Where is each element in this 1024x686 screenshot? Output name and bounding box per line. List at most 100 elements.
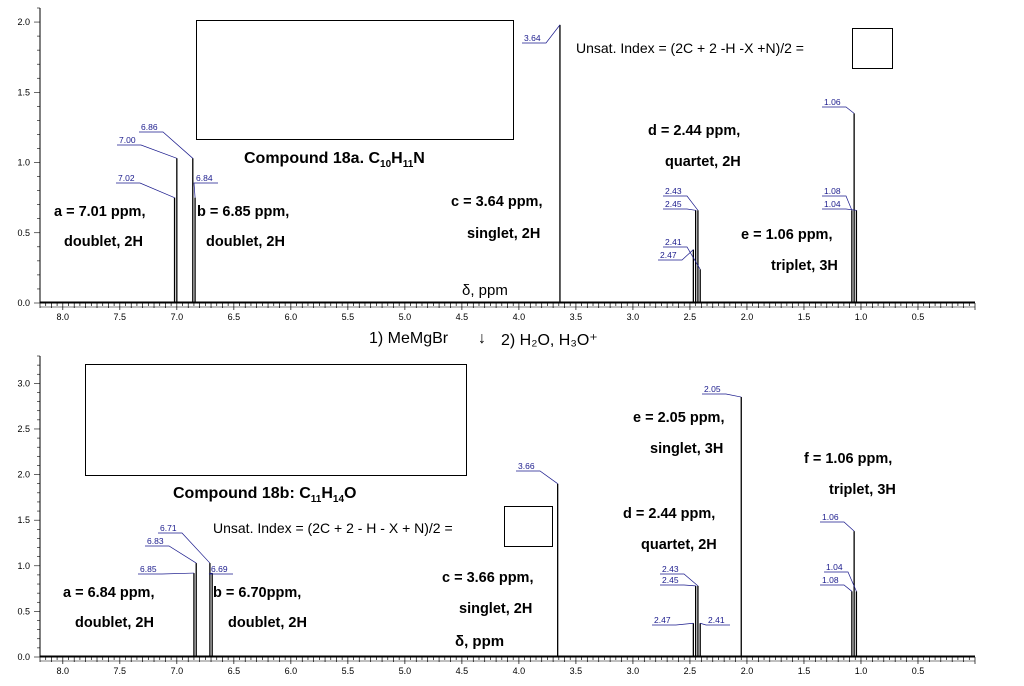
bottom-peak-leader <box>138 572 194 575</box>
bottom-y-tick-label: 2.5 <box>17 424 30 434</box>
bottom-x-tick-label: 7.0 <box>171 666 184 676</box>
top-y-tick-label: 1.5 <box>17 87 30 97</box>
bottom-peak-label-2.05: 2.05 <box>704 384 721 394</box>
top-peak-label-2.47: 2.47 <box>660 250 677 260</box>
bottom-x-tick-label: 0.5 <box>912 666 925 676</box>
bottom-peak-label-2.41: 2.41 <box>708 615 725 625</box>
top-annotation-e1: e = 1.06 ppm, <box>741 227 833 243</box>
top-peak-leader <box>522 24 561 44</box>
bottom-annotation-f2: triplet, 3H <box>829 482 896 498</box>
bottom-y-tick-label: 2.0 <box>17 470 30 480</box>
top-peak-leader <box>658 249 694 261</box>
top-x-tick-label: 1.5 <box>798 312 811 322</box>
bottom-annotation-d1: d = 2.44 ppm, <box>623 506 716 522</box>
top-y-tick-label: 0.0 <box>17 298 30 308</box>
top-x-tick-label: 4.0 <box>513 312 526 322</box>
top-annotation-a2: doublet, 2H <box>64 234 143 250</box>
top-x-tick-label: 4.5 <box>456 312 469 322</box>
top-x-tick-label: 6.5 <box>228 312 241 322</box>
bottom-peak-label-1.08: 1.08 <box>822 575 839 585</box>
bottom-x-tick-label: 4.0 <box>513 666 526 676</box>
top-unsat-text: Unsat. Index = (2C + 2 -H -X +N)/2 = <box>576 40 804 56</box>
bottom-annotation-a1: a = 6.84 ppm, <box>63 585 155 601</box>
bottom-annotation-c1: c = 3.66 ppm, <box>442 570 534 586</box>
top-peak-label-2.43: 2.43 <box>665 186 682 196</box>
top-peak-label-3.64: 3.64 <box>524 33 541 43</box>
bottom-annotation-e2: singlet, 3H <box>650 441 724 457</box>
top-peak-label-2.45: 2.45 <box>665 199 682 209</box>
top-x-tick-label: 2.5 <box>684 312 697 322</box>
top-x-tick-label: 7.0 <box>171 312 184 322</box>
bottom-peak-label-3.66: 3.66 <box>518 461 535 471</box>
bottom-peak-leader <box>660 573 699 587</box>
top-peak-leader <box>822 208 857 211</box>
top-annotation-e2: triplet, 3H <box>771 258 838 274</box>
bottom-peak-label-2.43: 2.43 <box>662 564 679 574</box>
top-y-tick-label: 2.0 <box>17 17 30 27</box>
top-unsat-answer-box[interactable] <box>852 28 893 69</box>
bottom-unsat-answer-box[interactable] <box>504 506 553 547</box>
top-structure-box <box>196 20 514 140</box>
bottom-delta-label: δ, ppm <box>455 633 505 650</box>
top-peak-label-6.84: 6.84 <box>196 173 213 183</box>
bottom-peak-leader <box>516 470 558 484</box>
top-annotation-a1: a = 7.01 ppm, <box>54 204 146 220</box>
bottom-annotation-c2: singlet, 2H <box>459 601 533 617</box>
top-annotation-d2: quartet, 2H <box>665 154 741 170</box>
top-x-tick-label: 0.5 <box>912 312 925 322</box>
bottom-peak-label-6.83: 6.83 <box>147 536 164 546</box>
bottom-peak-leader <box>208 572 233 575</box>
reaction-arrow-icon: ↓ <box>478 330 486 347</box>
bottom-x-tick-label: 8.0 <box>57 666 70 676</box>
top-peak-label-7.02: 7.02 <box>118 173 135 183</box>
top-peak-leader <box>822 195 853 211</box>
top-x-tick-label: 5.0 <box>399 312 412 322</box>
bottom-unsat-text: Unsat. Index = (2C + 2 - H - X + N)/2 = <box>213 520 453 536</box>
bottom-peak-leader <box>702 393 742 398</box>
bottom-peak-leader <box>145 545 197 564</box>
bottom-x-tick-label: 1.0 <box>855 666 868 676</box>
top-peak-label-6.86: 6.86 <box>141 122 158 132</box>
bottom-y-tick-label: 0.5 <box>17 606 30 616</box>
top-peak-leader <box>822 106 855 114</box>
bottom-peak-leader <box>660 584 696 587</box>
bottom-peak-label-1.04: 1.04 <box>826 562 843 572</box>
bottom-annotation-e1: e = 2.05 ppm, <box>633 410 725 426</box>
top-y-tick-label: 0.5 <box>17 228 30 238</box>
top-delta-label: δ, ppm <box>462 282 508 299</box>
top-annotation-b1: b = 6.85 ppm, <box>197 204 290 220</box>
top-annotation-c2: singlet, 2H <box>467 226 541 242</box>
bottom-y-tick-label: 3.0 <box>17 378 30 388</box>
bottom-peak-leader <box>824 571 857 592</box>
bottom-peak-label-2.47: 2.47 <box>654 615 671 625</box>
bottom-peak-label-1.06: 1.06 <box>822 512 839 522</box>
top-peak-label-7.00: 7.00 <box>119 135 136 145</box>
bottom-annotation-d2: quartet, 2H <box>641 537 717 553</box>
top-peak-label-1.08: 1.08 <box>824 186 841 196</box>
bottom-annotation-b1: b = 6.70ppm, <box>213 585 302 601</box>
bottom-peak-label-6.85: 6.85 <box>140 564 157 574</box>
bottom-peak-leader <box>700 622 730 626</box>
top-x-tick-label: 7.5 <box>114 312 127 322</box>
top-peak-label-2.41: 2.41 <box>665 237 682 247</box>
bottom-y-tick-label: 0.0 <box>17 652 30 662</box>
bottom-peak-leader <box>652 622 694 626</box>
top-annotation-d1: d = 2.44 ppm, <box>648 123 741 139</box>
bottom-x-tick-label: 5.0 <box>399 666 412 676</box>
bottom-y-tick-label: 1.5 <box>17 515 30 525</box>
bottom-x-tick-label: 3.0 <box>627 666 640 676</box>
top-peak-leader <box>193 182 218 198</box>
top-annotation-b2: doublet, 2H <box>206 234 285 250</box>
top-annotation-c1: c = 3.64 ppm, <box>451 194 543 210</box>
top-peak-leader <box>117 144 177 159</box>
bottom-peak-label-6.71: 6.71 <box>160 523 177 533</box>
bottom-structure-box <box>85 364 467 476</box>
reaction-step-1: 1) MeMgBr <box>369 330 449 347</box>
bottom-x-tick-label: 5.5 <box>342 666 355 676</box>
bottom-peak-label-6.69: 6.69 <box>211 564 228 574</box>
top-x-tick-label: 2.0 <box>741 312 754 322</box>
top-x-tick-label: 3.0 <box>627 312 640 322</box>
bottom-x-tick-label: 6.5 <box>228 666 241 676</box>
